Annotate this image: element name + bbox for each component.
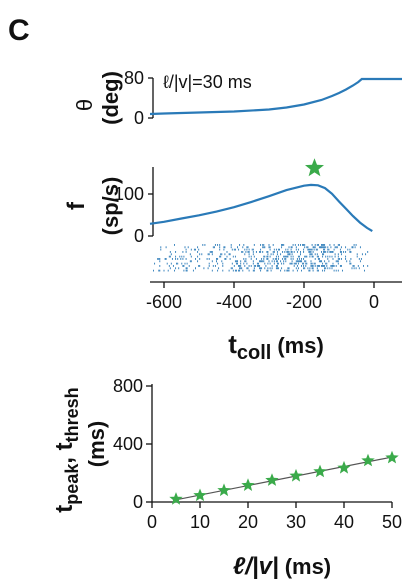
tpeak-ylabel: tpeak, tthresh bbox=[51, 387, 82, 512]
tpeak-points bbox=[169, 450, 399, 505]
tpeak-xtick-label-20: 20 bbox=[238, 512, 258, 532]
tpeak-star-point bbox=[217, 483, 231, 497]
time-xtick-label-minus600: -600 bbox=[146, 292, 182, 312]
panel-label: C bbox=[8, 14, 30, 47]
tpeak-star-point bbox=[313, 464, 327, 478]
theta-ytick-label-80: 80 bbox=[124, 68, 144, 88]
theta-ylabel-unit: (deg) bbox=[98, 71, 123, 125]
tpeak-xtick-label-10: 10 bbox=[190, 512, 210, 532]
tpeak-star-point bbox=[337, 460, 351, 474]
tpeak-xtick-label-50: 50 bbox=[382, 512, 402, 532]
tpeak-ylabel-unit: (ms) bbox=[84, 421, 109, 467]
theta-annotation: ℓ/|v|=30 ms bbox=[163, 72, 252, 92]
tpeak-star-point bbox=[265, 473, 279, 486]
time-x-axis: -600 -400 -200 0 tcoll (ms) bbox=[146, 281, 402, 364]
tpeak-star-point bbox=[241, 478, 255, 491]
time-xtick-label-minus200: -200 bbox=[286, 292, 322, 312]
tpeak-star-point bbox=[385, 450, 399, 464]
rate-ytick-label-100: 100 bbox=[114, 184, 144, 204]
tpeak-ylabel-main: t bbox=[51, 505, 78, 513]
tpeak-ylabel-sub1: peak bbox=[62, 463, 82, 505]
tpeak-fit-line bbox=[175, 456, 393, 501]
tpeak-star-point bbox=[193, 488, 207, 502]
time-xtick-label-minus400: -400 bbox=[216, 292, 252, 312]
rate-ylabel-unit: (sp/s) bbox=[98, 177, 123, 236]
tpeak-xtick-label-30: 30 bbox=[286, 512, 306, 532]
tpeak-star-point bbox=[169, 492, 183, 505]
rate-series-line bbox=[149, 183, 373, 233]
peak-star-marker bbox=[305, 158, 324, 177]
theta-series-line bbox=[149, 77, 402, 116]
time-xtick-label-0: 0 bbox=[369, 292, 379, 312]
tpeak-xlabel-main: ℓ/|v| bbox=[233, 553, 279, 580]
tpeak-xtick-label-0: 0 bbox=[147, 512, 157, 532]
rate-panel: f (sp/s) 100 0 bbox=[63, 158, 373, 246]
tpeak-ylabel-sep: , t bbox=[51, 442, 78, 463]
spike-raster bbox=[153, 244, 369, 272]
tpeak-star-point bbox=[361, 453, 375, 467]
tpeak-ylabel-sub2: thresh bbox=[62, 387, 82, 442]
tpeak-xlabel-unit: (ms) bbox=[285, 554, 331, 579]
theta-ylabel-symbol: θ bbox=[72, 99, 97, 111]
time-xlabel-main: t bbox=[228, 329, 237, 359]
tpeak-ytick-label-400: 400 bbox=[113, 434, 143, 454]
tpeak-ytick-label-800: 800 bbox=[113, 376, 143, 396]
theta-ytick-label-0: 0 bbox=[134, 108, 144, 128]
time-xlabel-unit: (ms) bbox=[277, 333, 323, 358]
time-xlabel: tcoll (ms) bbox=[228, 329, 324, 364]
tpeak-xlabel: ℓ/|v| (ms) bbox=[233, 553, 331, 580]
rate-ylabel-symbol: f bbox=[63, 201, 90, 210]
time-xlabel-sub: coll bbox=[237, 342, 271, 364]
theta-panel: θ (deg) 80 0 ℓ/|v|=30 ms bbox=[72, 68, 402, 128]
tpeak-ytick-label-0: 0 bbox=[133, 492, 143, 512]
rate-ytick-label-0: 0 bbox=[134, 226, 144, 246]
tpeak-panel: tpeak, tthresh (ms) 0 400 800 0 10 20 30… bbox=[51, 376, 402, 580]
tpeak-xtick-label-40: 40 bbox=[334, 512, 354, 532]
tpeak-star-point bbox=[289, 468, 303, 482]
